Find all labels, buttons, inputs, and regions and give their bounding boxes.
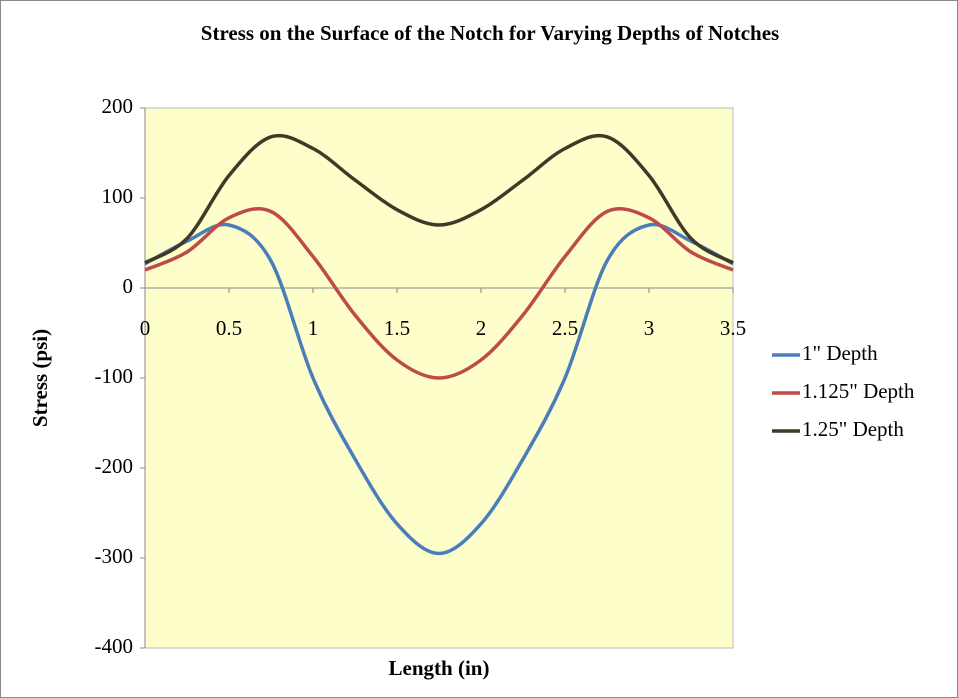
legend-label: 1" Depth — [802, 341, 878, 365]
x-tick-label: 1.5 — [384, 316, 410, 340]
y-tick-label: 200 — [102, 94, 134, 118]
plot-area — [144, 107, 734, 649]
series-line — [144, 222, 734, 556]
legend-label: 1.25" Depth — [802, 417, 904, 441]
x-tick-label: 0 — [140, 316, 151, 340]
y-tick-label: -200 — [95, 454, 134, 478]
x-axis-label: Length (in) — [389, 656, 490, 680]
series-line — [144, 207, 734, 380]
x-tick-label: 2.5 — [552, 316, 578, 340]
legend-label: 1.125" Depth — [802, 379, 915, 403]
y-tick-label: -100 — [95, 364, 134, 388]
x-tick-label: 1 — [308, 316, 319, 340]
x-tick-label: 3 — [644, 316, 655, 340]
y-tick-label: 0 — [123, 274, 134, 298]
y-tick-label: -400 — [95, 634, 134, 658]
x-tick-label: 2 — [476, 316, 487, 340]
y-tick-label: 100 — [102, 184, 134, 208]
series-line — [144, 133, 734, 265]
y-tick-label: -300 — [95, 544, 134, 568]
x-tick-label: 0.5 — [216, 316, 242, 340]
y-axis-label: Stress (psi) — [28, 329, 52, 427]
chart-title: Stress on the Surface of the Notch for V… — [200, 21, 780, 45]
x-tick-label: 3.5 — [720, 316, 746, 340]
